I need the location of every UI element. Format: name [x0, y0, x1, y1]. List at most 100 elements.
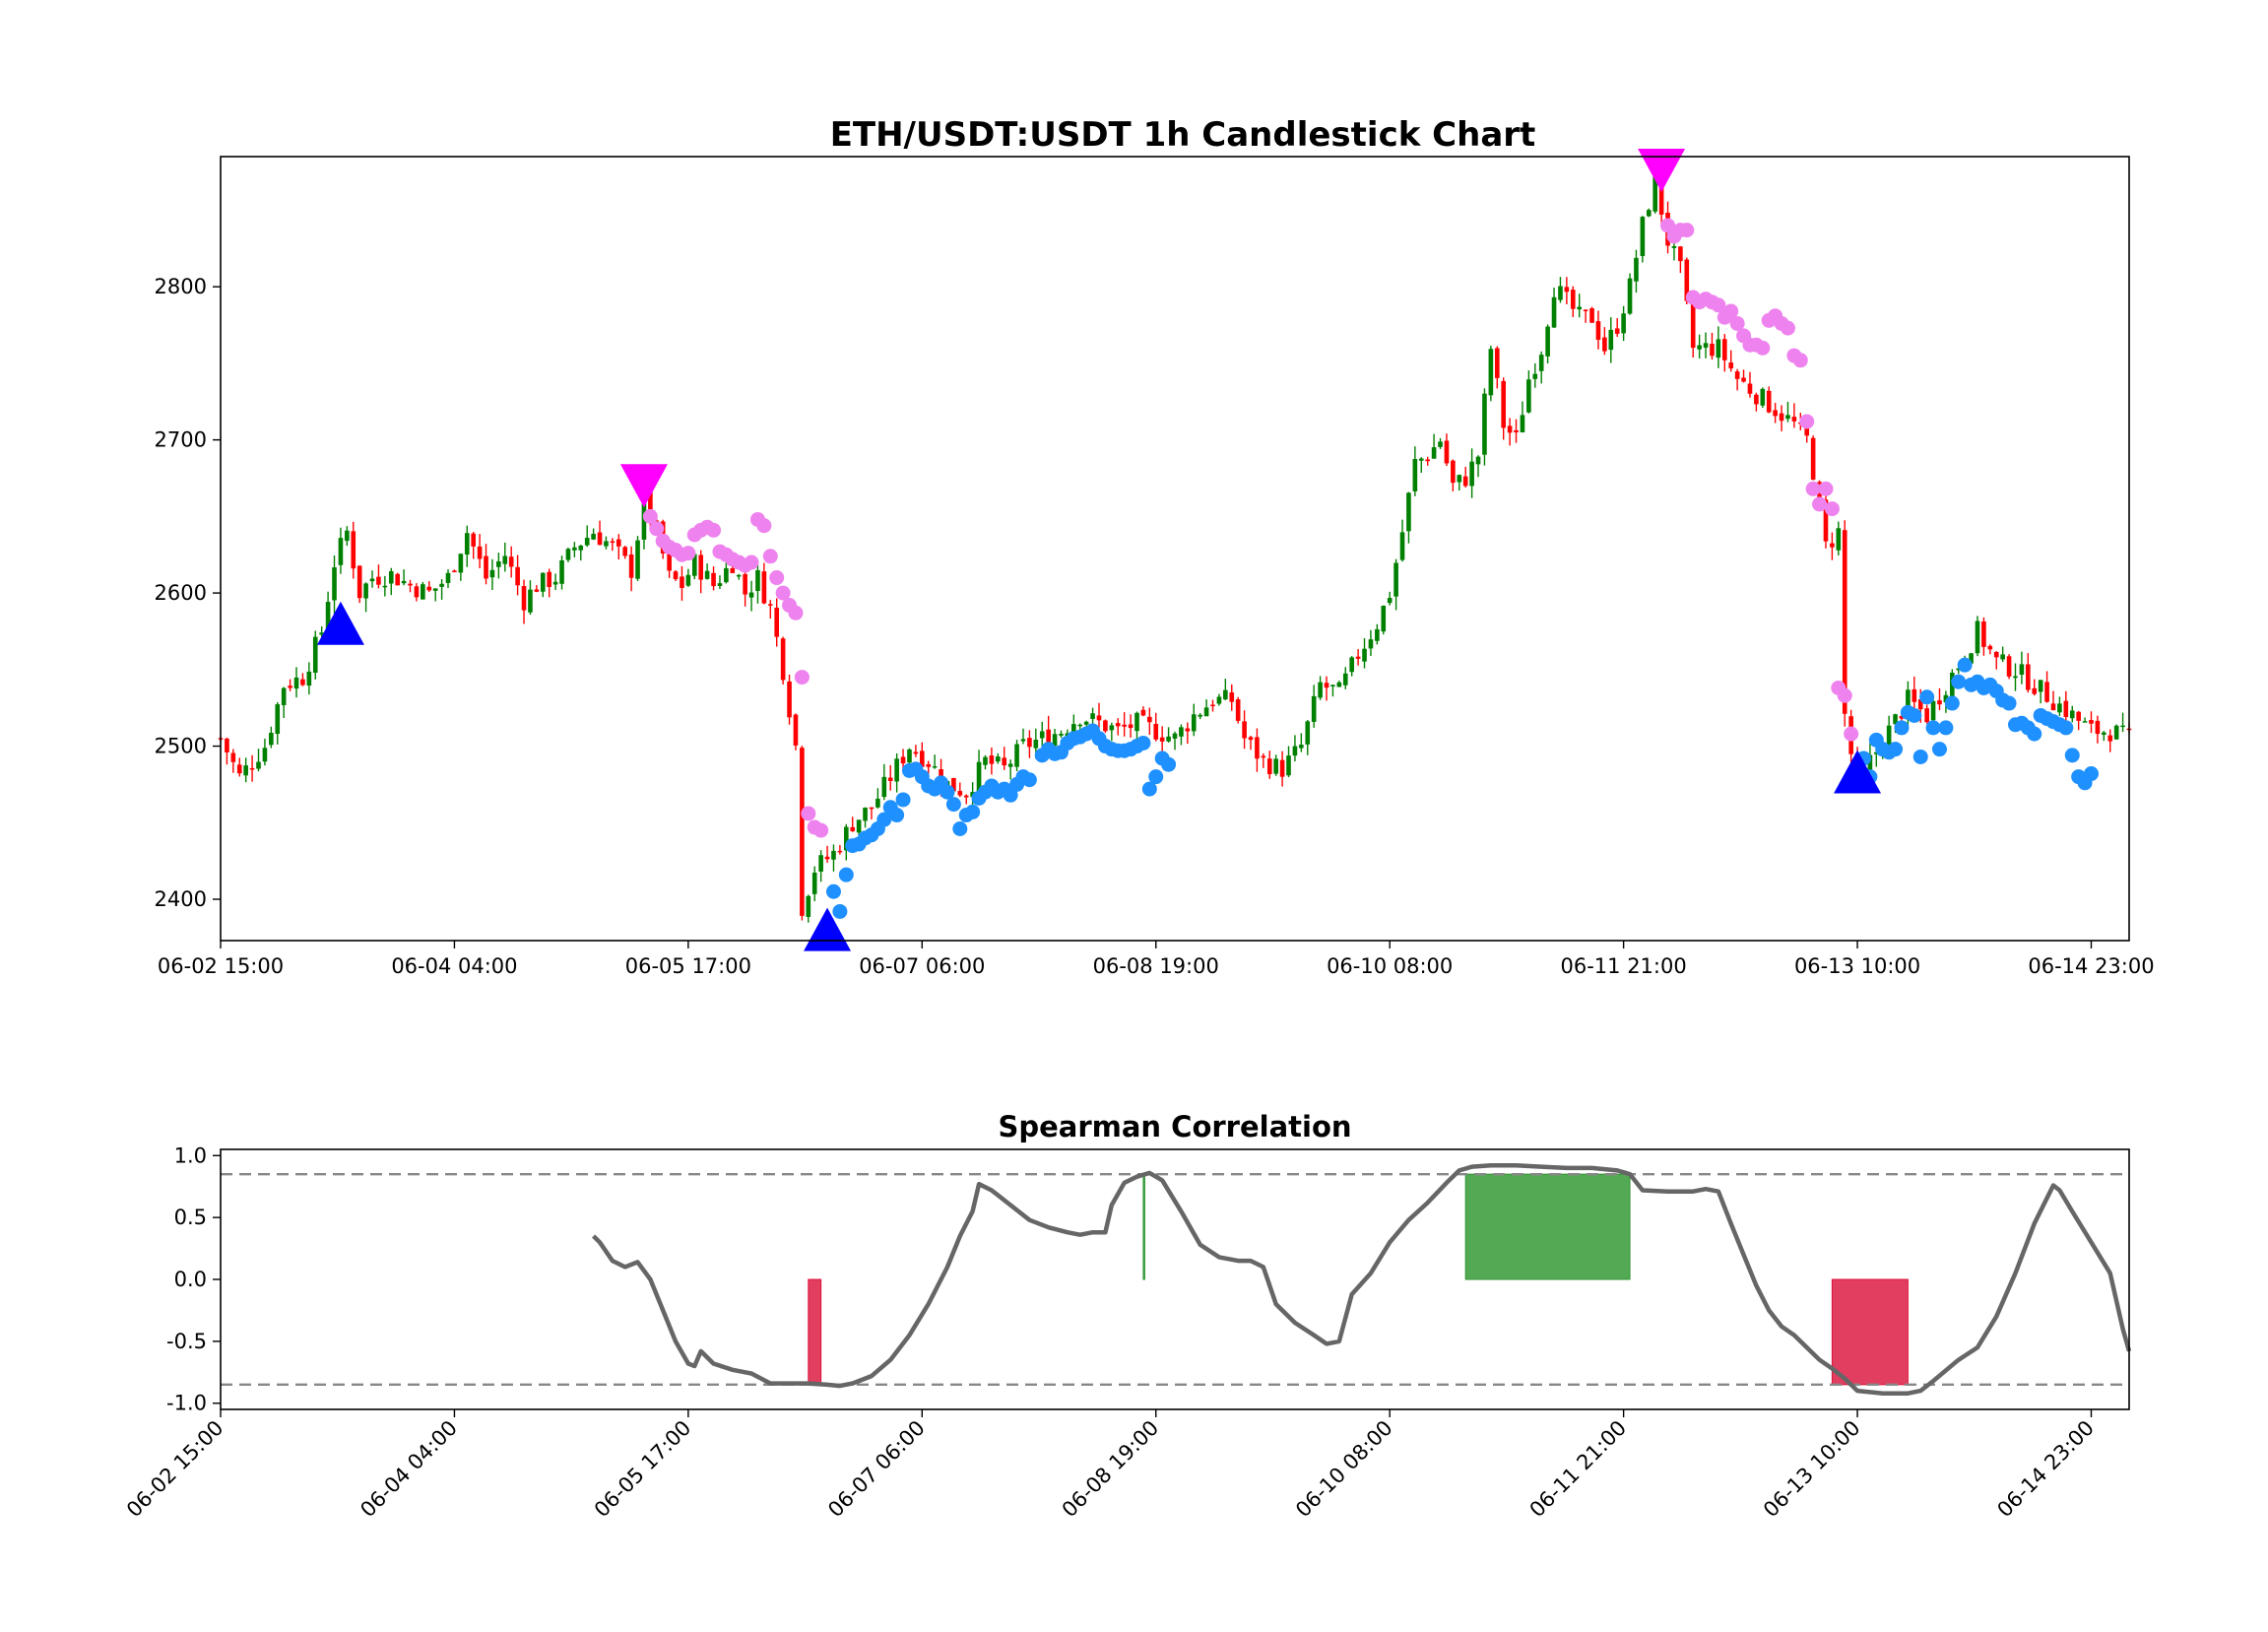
candlestick-chart-title: ETH/USDT:USDT 1h Candlestick Chart [830, 115, 1536, 155]
candle [1059, 730, 1064, 739]
buy-signal-marker [1834, 750, 1882, 794]
candle [887, 764, 893, 791]
sell-signal-dot [775, 585, 791, 601]
candle [243, 757, 248, 783]
candle [2038, 680, 2043, 704]
candle [1279, 751, 1285, 787]
candle [1375, 623, 1380, 645]
candle [452, 569, 457, 573]
buy-signal-dot [1003, 787, 1018, 803]
signal-dots [642, 218, 2099, 919]
candle [421, 581, 425, 600]
candle [1981, 617, 1986, 656]
candle [704, 563, 710, 580]
candle [464, 525, 470, 567]
candle [1122, 712, 1127, 737]
candle [2069, 705, 2075, 723]
candle [2050, 690, 2056, 711]
candle [256, 749, 261, 772]
candle [356, 565, 362, 604]
candle [1002, 747, 1007, 770]
candle [1975, 616, 1980, 657]
candle [445, 569, 451, 588]
buy-signal-dot [1925, 720, 1941, 736]
buy-signal-dot [1931, 742, 1947, 757]
candle [1532, 362, 1538, 388]
candle [1147, 707, 1152, 736]
candle [1710, 332, 1715, 360]
sell-signal-dot [1755, 340, 1771, 356]
candle [1475, 455, 1481, 478]
candle [983, 754, 988, 770]
candle [1096, 702, 1102, 728]
candle [1570, 286, 1576, 317]
buy-signal-dot [965, 804, 981, 819]
candle [818, 850, 823, 882]
candle [1027, 730, 1032, 758]
candle [269, 726, 274, 749]
buy-signal-dot [889, 808, 905, 823]
candle [2089, 711, 2094, 734]
candle [1545, 324, 1550, 363]
x-tick-label: 06-08 19:00 [1093, 954, 1219, 978]
candle [1734, 368, 1740, 391]
candle [1318, 676, 1323, 700]
candle [1090, 707, 1095, 726]
candle [559, 555, 564, 590]
sell-signal-dot [642, 508, 658, 524]
candle [1444, 433, 1450, 467]
candle [711, 566, 716, 591]
y-tick-label: 0.5 [174, 1206, 207, 1229]
candle [1462, 467, 1468, 489]
candle [458, 553, 464, 581]
candle [552, 573, 558, 591]
candle [1336, 681, 1342, 687]
candle [736, 573, 742, 580]
candle [376, 564, 381, 589]
sell-signal-dot [762, 549, 778, 564]
candle [1608, 317, 1614, 363]
candle [698, 550, 704, 594]
candle [1912, 676, 1917, 710]
candle [635, 536, 640, 581]
candle [1039, 721, 1045, 747]
candle [1292, 735, 1298, 762]
candle [351, 521, 356, 579]
negative-correlation-bar [1831, 1278, 1909, 1386]
candle [1362, 637, 1367, 669]
buy-signal-dot [1907, 707, 1922, 723]
y-tick-label: -1.0 [166, 1392, 207, 1415]
candle [755, 561, 760, 604]
positive-correlation-bar [1142, 1173, 1145, 1280]
candle [2113, 724, 2119, 740]
candle [249, 754, 255, 782]
candle [1235, 696, 1241, 724]
candle [1766, 386, 1772, 414]
candle [1172, 731, 1178, 751]
candle [1248, 735, 1254, 751]
candle [1438, 437, 1443, 449]
candle [572, 542, 577, 557]
candle [1526, 370, 1531, 414]
candle [1621, 305, 1626, 342]
candle [1140, 706, 1146, 717]
buy-signal-dot [952, 821, 968, 837]
candle [1810, 435, 1816, 481]
sell-signal-dot [649, 521, 665, 537]
sell-signal-dot [1818, 481, 1834, 496]
candle [1286, 746, 1291, 778]
sell-signal-dot [680, 546, 696, 561]
sell-signal-dot [1780, 320, 1795, 336]
candle [1779, 405, 1784, 431]
candle [262, 738, 268, 766]
candle [1368, 629, 1374, 657]
candle [1342, 667, 1348, 689]
sell-signal-dot [794, 670, 810, 685]
candle [2044, 671, 2049, 703]
candle [2102, 731, 2106, 742]
candle [281, 686, 287, 718]
candle [837, 845, 843, 855]
candle [831, 844, 836, 872]
sell-signal-dot [801, 806, 816, 821]
candle [932, 754, 938, 769]
